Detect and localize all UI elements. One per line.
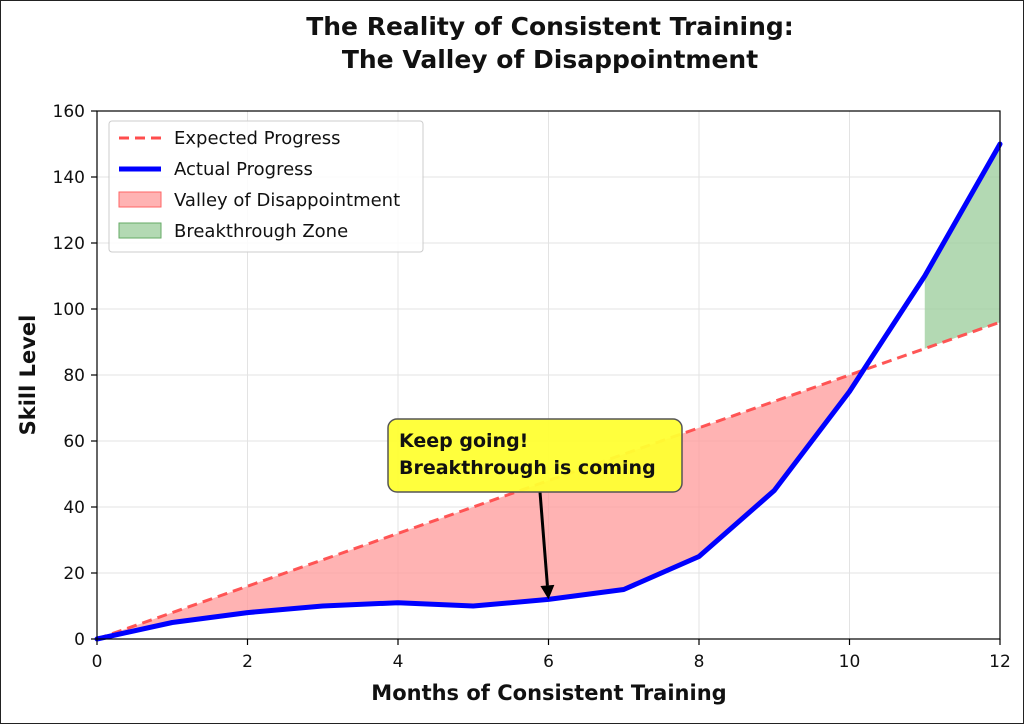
annotation-arrowhead	[540, 584, 555, 600]
annotation-arrow	[538, 491, 549, 586]
legend-label-valley: Valley of Disappointment	[174, 190, 400, 211]
y-tick-label: 80	[63, 366, 85, 386]
x-tick-label: 6	[543, 652, 554, 672]
annotation-line2: Breakthrough is coming	[399, 457, 656, 479]
y-tick-label: 60	[63, 432, 85, 452]
x-tick-label: 10	[839, 652, 861, 672]
x-tick-label: 12	[989, 652, 1011, 672]
legend-label-actual: Actual Progress	[174, 159, 313, 180]
x-tick-label: 2	[242, 652, 253, 672]
y-tick-label: 160	[53, 102, 85, 122]
legend-box	[108, 120, 424, 253]
x-tick-label: 4	[393, 652, 404, 672]
annotation-box	[387, 418, 683, 493]
y-tick-label: 140	[53, 168, 85, 188]
legend-label-expected: Expected Progress	[174, 128, 341, 149]
x-axis-label: Months of Consistent Training	[371, 681, 726, 705]
breakthrough-fill	[924, 144, 1000, 349]
legend-swatch-breakthrough	[118, 222, 162, 239]
x-tick-label: 0	[92, 652, 103, 672]
chart-title-line2: The Valley of Disappointment	[342, 45, 758, 74]
legend-swatch-valley	[118, 191, 162, 208]
legend-label-breakthrough: Breakthrough Zone	[174, 221, 348, 242]
legend: Expected Progress Actual Progress Valley…	[108, 120, 424, 253]
y-tick-label: 120	[53, 234, 85, 254]
annotation: Keep going! Breakthrough is coming	[387, 418, 683, 600]
y-tick-label: 20	[63, 564, 85, 584]
y-tick-label: 40	[63, 498, 85, 518]
y-axis-label: Skill Level	[16, 315, 40, 436]
annotation-line1: Keep going!	[399, 430, 528, 452]
y-tick-label: 100	[53, 300, 85, 320]
y-tick-label: 0	[74, 630, 85, 650]
x-tick-label: 8	[694, 652, 705, 672]
chart-title-line1: The Reality of Consistent Training:	[306, 12, 794, 41]
